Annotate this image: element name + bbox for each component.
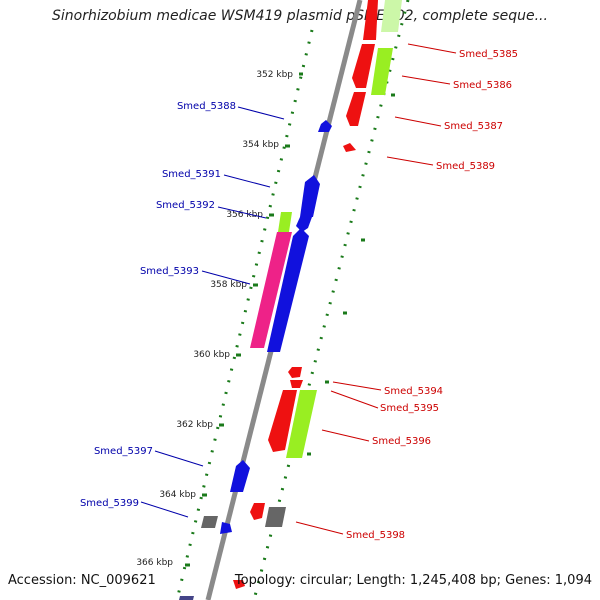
gene-smed-5387-arrow[interactable] [346, 92, 366, 126]
gene-smed-5388-arrow[interactable] [318, 120, 332, 132]
gene-smed-5385-arrow[interactable] [363, 0, 378, 40]
gene-label-smed-5388[interactable]: Smed_5388 [177, 101, 236, 112]
leader-line [223, 174, 271, 188]
leader-line [332, 381, 382, 391]
leader-line [386, 156, 434, 166]
leader-line [401, 75, 451, 85]
gene-label-smed-5394[interactable]: Smed_5394 [384, 386, 443, 397]
leader-line [237, 106, 285, 120]
gene-smed-5394-arrow[interactable] [290, 380, 303, 388]
gene-label-smed-5389[interactable]: Smed_5389 [436, 161, 495, 172]
gene-smed-5385-part[interactable] [381, 0, 402, 32]
genome-summary-text: Topology: circular; Length: 1,245,408 bp… [234, 573, 592, 588]
ruler-ticks [185, 72, 395, 567]
gene-bottom-red[interactable] [233, 580, 245, 589]
gene-bottom-blue[interactable] [179, 596, 194, 600]
gene-smed-5393-blue[interactable] [267, 228, 309, 352]
leader-line [201, 270, 251, 285]
gene-label-smed-5395[interactable]: Smed_5395 [380, 403, 439, 414]
gene-label-smed-5399[interactable]: Smed_5399 [80, 498, 139, 509]
map-title: Sinorhizobium medicae WSM419 plasmid pSM… [52, 8, 548, 24]
gene-label-smed-5393[interactable]: Smed_5393 [140, 266, 199, 277]
gene-smed-5392-small[interactable] [296, 217, 312, 232]
leader-line [217, 206, 267, 219]
gene-smed-5397-arrow[interactable] [230, 460, 250, 492]
leader-line [295, 521, 344, 535]
ruler-label: 364 kbp [159, 490, 196, 500]
gene-smed-5386-arrow[interactable] [352, 44, 375, 88]
gene-label-smed-5385[interactable]: Smed_5385 [459, 49, 518, 60]
forward-genes [233, 0, 402, 589]
gene-smed-5393-pink[interactable] [250, 232, 292, 348]
leader-line [154, 450, 204, 467]
ruler-label: 366 kbp [136, 558, 173, 568]
reverse-leaders [140, 106, 285, 518]
ruler-label: 362 kbp [176, 420, 213, 430]
gene-label-smed-5398[interactable]: Smed_5398 [346, 530, 405, 541]
gene-label-smed-5397[interactable]: Smed_5397 [94, 446, 153, 457]
gene-smed-5389-arrow[interactable] [343, 143, 356, 152]
gene-smed-5391-arrow[interactable] [300, 175, 320, 217]
forward-track-dotted [252, 0, 410, 600]
ruler-label: 352 kbp [256, 70, 293, 80]
leader-line [330, 390, 379, 409]
gene-smed-5394-small[interactable] [288, 367, 302, 378]
gene-smed-5392-green[interactable] [278, 212, 292, 232]
reverse-track-dotted [175, 29, 314, 600]
gene-smed-5398-gray[interactable] [265, 507, 286, 527]
gene-label-smed-5387[interactable]: Smed_5387 [444, 121, 503, 132]
gene-smed-5395-arrow[interactable] [268, 390, 297, 452]
accession-text: Accession: NC_009621 [8, 573, 156, 588]
ruler-label: 354 kbp [242, 140, 279, 150]
ruler-label: 356 kbp [226, 210, 263, 220]
gene-smed-5399-gray[interactable] [201, 516, 218, 528]
gene-smed-5396-bar[interactable] [286, 390, 317, 458]
gene-smed-5386-bar[interactable] [371, 48, 393, 95]
reverse-genes [179, 120, 332, 600]
gene-label-smed-5391[interactable]: Smed_5391 [162, 169, 221, 180]
gene-smed-5399-arrow[interactable] [220, 522, 232, 534]
ruler-label: 360 kbp [193, 350, 230, 360]
gene-label-smed-5396[interactable]: Smed_5396 [372, 436, 431, 447]
gene-label-smed-5386[interactable]: Smed_5386 [453, 80, 512, 91]
gene-label-smed-5392[interactable]: Smed_5392 [156, 200, 215, 211]
ruler-label: 358 kbp [210, 280, 247, 290]
leader-line [140, 501, 189, 518]
leader-line [394, 116, 442, 127]
leader-line [407, 43, 457, 54]
forward-leaders [295, 43, 457, 535]
leader-line [321, 429, 370, 442]
gene-smed-5398-arrow[interactable] [250, 503, 265, 520]
